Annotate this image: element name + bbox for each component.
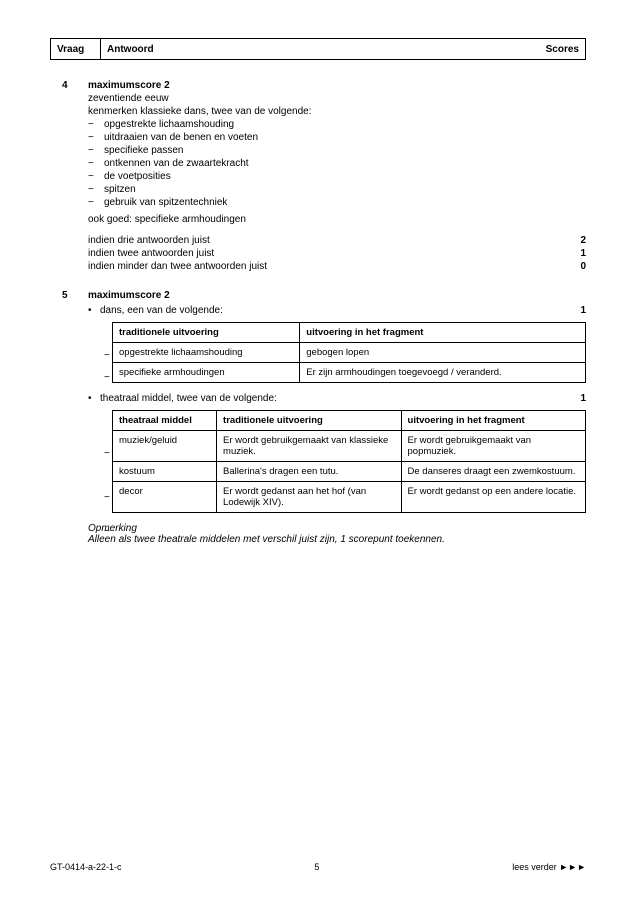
score-points: 1 <box>566 248 586 259</box>
q5-sub2-text: theatraal middel, twee van de volgende: <box>100 393 566 404</box>
t1-c1: specifieke armhoudingen <box>113 363 300 383</box>
q4-ook: ook goed: specifieke armhoudingen <box>88 214 586 225</box>
q5-table2: theatraal middel traditionele uitvoering… <box>112 410 586 513</box>
question-4: 4 maximumscore 2 zeventiende eeuw kenmer… <box>62 80 586 272</box>
q4-bullets: opgestrekte lichaamshouding uitdraaien v… <box>88 119 586 208</box>
table-row: muziek/geluid Er wordt gebruikgemaakt va… <box>113 431 586 462</box>
t1-c1: opgestrekte lichaamshouding <box>113 343 300 363</box>
content: 4 maximumscore 2 zeventiende eeuw kenmer… <box>50 80 586 545</box>
header-scores: Scores <box>535 39 585 59</box>
q4-bullet-item: opgestrekte lichaamshouding <box>88 119 586 130</box>
t1-c2: Er zijn armhoudingen toegevoegd / verand… <box>300 363 586 383</box>
table-row: kostuum Ballerina's dragen een tutu. De … <box>113 462 586 482</box>
footer-left: GT-0414-a-22-1-c <box>50 862 122 872</box>
t1-c2: gebogen lopen <box>300 343 586 363</box>
row-label: − <box>104 350 110 361</box>
t1-h1: traditionele uitvoering <box>113 323 300 343</box>
table-row: decor Er wordt gedanst aan het hof (van … <box>113 482 586 513</box>
q4-score-line: indien minder dan twee antwoorden juist … <box>88 261 586 272</box>
t2-c2: De danseres draagt een zwemkostuum. <box>401 462 585 482</box>
q5-sub2-pts: 1 <box>566 393 586 404</box>
table-row: opgestrekte lichaamshouding gebogen lope… <box>113 343 586 363</box>
t2-c1: Er wordt gedanst aan het hof (van Lodewi… <box>217 482 401 513</box>
t1-h2: uitvoering in het fragment <box>300 323 586 343</box>
score-text: indien minder dan twee antwoorden juist <box>88 261 566 272</box>
t2-c0: kostuum <box>113 462 217 482</box>
footer-page: 5 <box>122 862 513 872</box>
score-points: 0 <box>566 261 586 272</box>
q5-opmerking: Opmerking Alleen als twee theatrale midd… <box>88 523 586 545</box>
t2-h1: traditionele uitvoering <box>217 411 401 431</box>
q5-max: maximumscore 2 <box>88 290 586 301</box>
footer: GT-0414-a-22-1-c 5 lees verder ►►► <box>50 862 586 872</box>
opm-text: Alleen als twee theatrale middelen met v… <box>88 534 586 545</box>
header-antwoord: Antwoord <box>101 39 535 59</box>
q4-number: 4 <box>62 80 68 91</box>
row-label: − <box>104 526 110 537</box>
score-text: indien drie antwoorden juist <box>88 235 566 246</box>
row-label: − <box>104 492 110 503</box>
q5-table1-wrap: traditionele uitvoering uitvoering in he… <box>88 322 586 383</box>
t2-h2: uitvoering in het fragment <box>401 411 585 431</box>
t2-c2: Er wordt gebruikgemaakt van popmuziek. <box>401 431 585 462</box>
t2-h0: theatraal middel <box>113 411 217 431</box>
opm-heading: Opmerking <box>88 523 586 534</box>
row-label: − <box>104 372 110 383</box>
q5-sub1-row: • dans, een van de volgende: 1 <box>88 305 586 316</box>
score-points: 2 <box>566 235 586 246</box>
q4-bullet-item: ontkennen van de zwaartekracht <box>88 158 586 169</box>
header-row: Vraag Antwoord Scores <box>50 38 586 60</box>
header-vraag: Vraag <box>51 39 101 59</box>
q5-table1: traditionele uitvoering uitvoering in he… <box>112 322 586 383</box>
q5-sub1-text: dans, een van de volgende: <box>100 305 566 316</box>
table-row: specifieke armhoudingen Er zijn armhoudi… <box>113 363 586 383</box>
q4-bullet-item: de voetposities <box>88 171 586 182</box>
q5-table2-wrap: theatraal middel traditionele uitvoering… <box>88 410 586 513</box>
q4-score-line: indien drie antwoorden juist 2 <box>88 235 586 246</box>
q5-sub2-row: • theatraal middel, twee van de volgende… <box>88 393 586 404</box>
q5-number: 5 <box>62 290 68 301</box>
q4-score-line: indien twee antwoorden juist 1 <box>88 248 586 259</box>
t2-c0: decor <box>113 482 217 513</box>
q5-sub1-pts: 1 <box>566 305 586 316</box>
bullet-icon: • <box>88 305 100 316</box>
row-label: − <box>104 448 110 459</box>
q4-bullet-item: spitzen <box>88 184 586 195</box>
q4-bullet-item: uitdraaien van de benen en voeten <box>88 132 586 143</box>
q4-bullet-item: gebruik van spitzentechniek <box>88 197 586 208</box>
footer-right: lees verder ►►► <box>512 862 586 872</box>
score-text: indien twee antwoorden juist <box>88 248 566 259</box>
t2-c1: Ballerina's dragen een tutu. <box>217 462 401 482</box>
bullet-icon: • <box>88 393 100 404</box>
t2-c0: muziek/geluid <box>113 431 217 462</box>
q4-max: maximumscore 2 <box>88 80 586 91</box>
q4-sub2: kenmerken klassieke dans, twee van de vo… <box>88 106 586 117</box>
q4-sub1: zeventiende eeuw <box>88 93 586 104</box>
t2-c2: Er wordt gedanst op een andere locatie. <box>401 482 585 513</box>
q4-bullet-item: specifieke passen <box>88 145 586 156</box>
t2-c1: Er wordt gebruikgemaakt van klassieke mu… <box>217 431 401 462</box>
question-5: 5 maximumscore 2 • dans, een van de volg… <box>62 290 586 545</box>
